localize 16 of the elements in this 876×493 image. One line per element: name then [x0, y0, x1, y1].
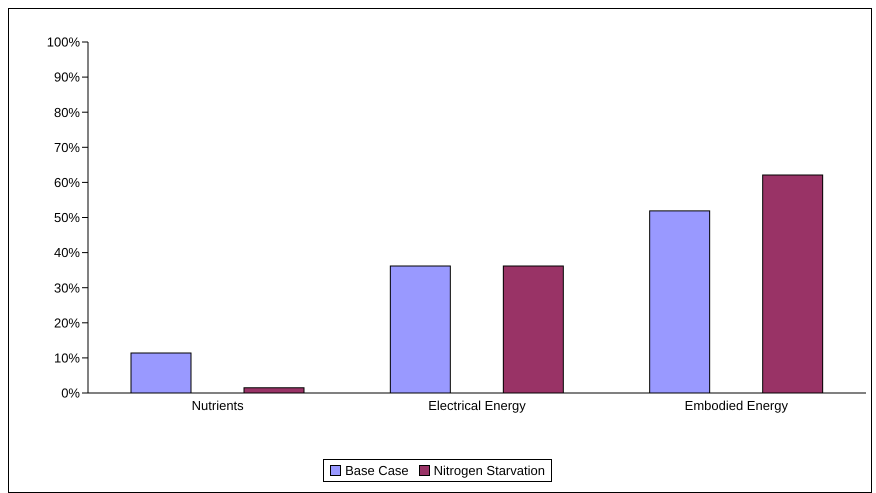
- y-tick-label: 60%: [54, 175, 80, 190]
- y-tick-label: 90%: [54, 70, 80, 85]
- x-tick-label: Electrical Energy: [428, 398, 526, 414]
- y-tick-label: 80%: [54, 104, 80, 120]
- y-tick-label: 20%: [54, 315, 80, 330]
- y-tick-label: 100%: [46, 34, 80, 50]
- x-tick-label: Embodied Energy: [684, 398, 788, 414]
- x-tick-label: Nutrients: [192, 398, 244, 414]
- y-tick-label: 40%: [54, 245, 80, 260]
- y-tick-label: 50%: [54, 210, 80, 226]
- y-tick-label: 30%: [54, 280, 80, 296]
- legend-label: Nitrogen Starvation: [432, 463, 545, 478]
- y-tick-label: 70%: [54, 140, 80, 155]
- legend-label: Base Case: [344, 463, 409, 478]
- y-tick-label: 0%: [61, 386, 80, 401]
- y-tick-label: 10%: [54, 350, 80, 366]
